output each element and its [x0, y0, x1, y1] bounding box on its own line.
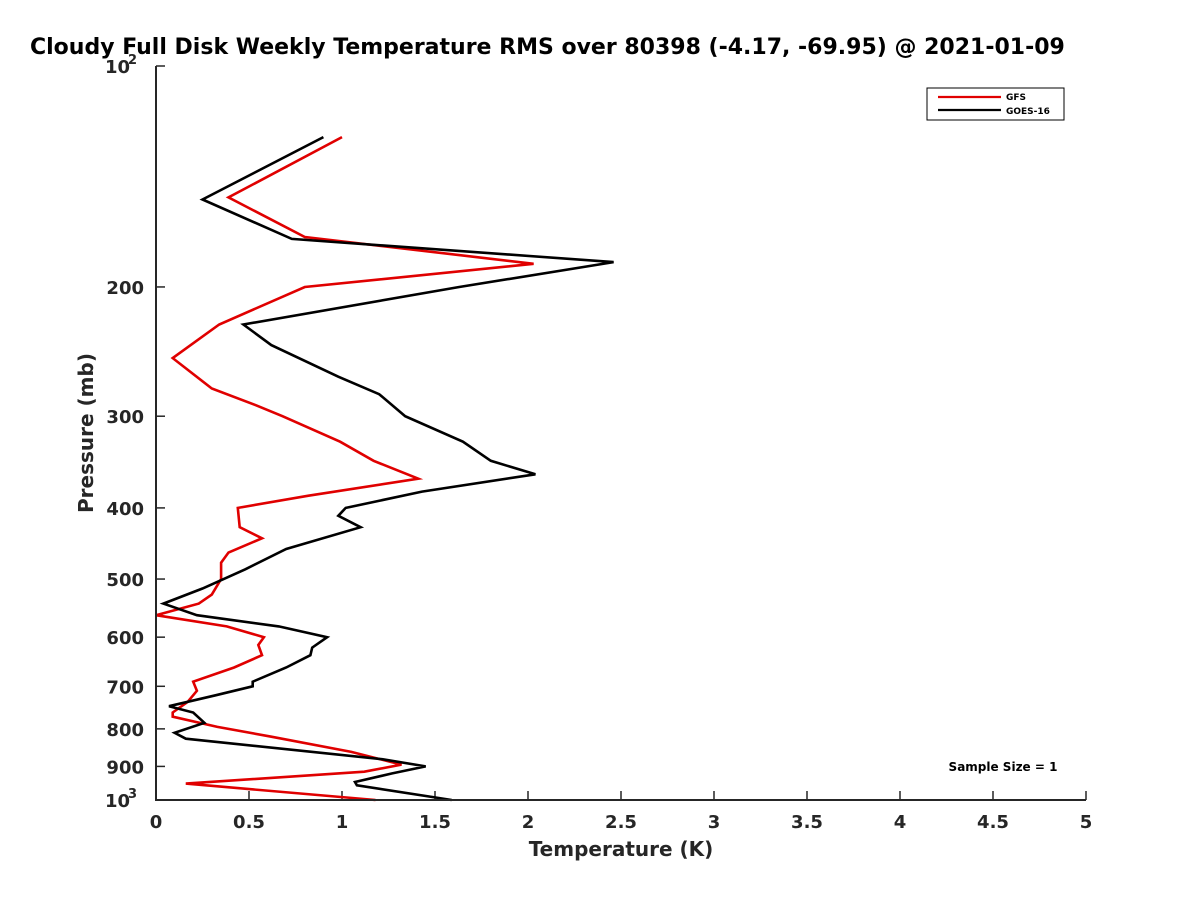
y-tick-label: 500 [106, 570, 144, 591]
y-tick-label-exponent: 2 [128, 53, 137, 68]
x-tick-label: 0.5 [233, 812, 265, 833]
y-tick-label: 200 [106, 278, 144, 299]
x-tick-label: 4 [894, 812, 907, 833]
y-tick-label: 300 [106, 407, 144, 428]
y-tick-label-exponent: 3 [128, 787, 137, 802]
series-line-gfs [155, 135, 534, 802]
y-tick-label: 900 [106, 757, 144, 778]
legend-box [926, 87, 1065, 121]
y-tick-label: 400 [106, 499, 144, 520]
legend-label-goes16: GOES-16 [1006, 107, 1050, 117]
sample-size-annotation: Sample Size = 1 [949, 760, 1058, 774]
y-axis-label: Pressure (mb) [74, 353, 98, 513]
x-tick-label: 1 [336, 812, 349, 833]
x-tick-label: 4.5 [977, 812, 1009, 833]
x-tick-label: 2 [522, 812, 535, 833]
y-tick-label: 600 [106, 628, 144, 649]
x-tick-label: 0 [150, 812, 163, 833]
x-tick-label: 3.5 [791, 812, 823, 833]
x-tick-label: 5 [1080, 812, 1093, 833]
x-tick-label: 2.5 [605, 812, 637, 833]
chart-title: Cloudy Full Disk Weekly Temperature RMS … [30, 35, 1065, 60]
x-axis-label: Temperature (K) [529, 837, 714, 861]
legend: GFS GOES-16 [926, 87, 1065, 121]
y-tick-label-base: 10 [105, 791, 130, 812]
x-tick-label: 3 [708, 812, 721, 833]
x-tick-label: 1.5 [419, 812, 451, 833]
y-tick-label-base: 10 [105, 57, 130, 78]
y-tick-label: 800 [106, 720, 144, 741]
series-line-goes16 [159, 135, 614, 802]
ticks: 0 0.5 1 1.5 2 2.5 3 3.5 4 4.5 51022003004005006007… [105, 53, 1092, 833]
legend-label-gfs: GFS [1006, 93, 1026, 103]
series-lines [155, 135, 614, 802]
y-tick-label: 700 [106, 677, 144, 698]
